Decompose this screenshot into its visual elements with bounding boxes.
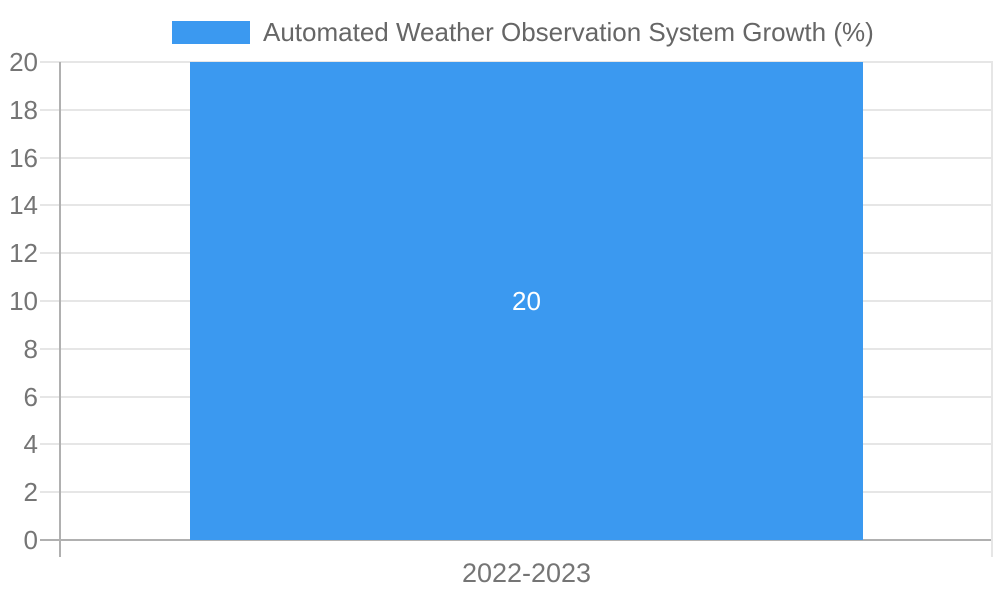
y-gridline xyxy=(60,539,993,541)
y-tick xyxy=(40,443,60,445)
legend-label: Automated Weather Observation System Gro… xyxy=(263,17,874,47)
y-tick xyxy=(40,491,60,493)
y-tick xyxy=(40,252,60,254)
y-tick-label: 0 xyxy=(23,525,38,555)
x-category-label: 2022-2023 xyxy=(461,558,592,588)
y-tick xyxy=(40,539,60,541)
legend-swatch xyxy=(172,21,250,44)
bar-value-label: 20 xyxy=(512,285,541,316)
y-tick-label: 14 xyxy=(9,190,38,220)
y-tick xyxy=(40,348,60,350)
bar-2022-2023[interactable]: 20 xyxy=(190,62,863,540)
y-tick-label: 12 xyxy=(9,238,38,268)
y-tick xyxy=(40,300,60,302)
y-tick xyxy=(40,204,60,206)
y-tick-label: 8 xyxy=(23,334,38,364)
y-tick-label: 16 xyxy=(9,143,38,173)
y-tick-label: 20 xyxy=(9,47,38,77)
y-tick-label: 6 xyxy=(23,382,38,412)
chart-legend[interactable]: Automated Weather Observation System Gro… xyxy=(172,17,874,47)
y-tick-label: 2 xyxy=(23,477,38,507)
y-tick-label: 18 xyxy=(9,95,38,125)
y-tick xyxy=(40,157,60,159)
y-tick xyxy=(40,396,60,398)
y-tick-label: 10 xyxy=(9,286,38,316)
y-tick-label: 4 xyxy=(23,429,38,459)
y-tick xyxy=(40,61,60,63)
right-border-line xyxy=(991,62,993,557)
y-axis-line xyxy=(59,62,61,557)
y-tick xyxy=(40,109,60,111)
